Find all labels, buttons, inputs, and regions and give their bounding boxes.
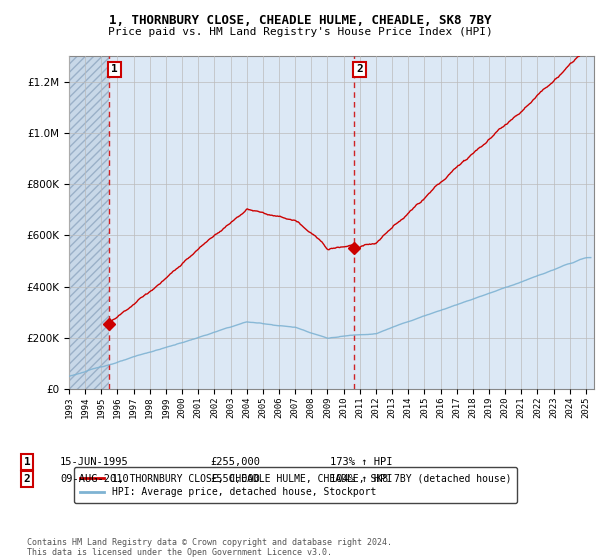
Text: 1: 1 (111, 64, 118, 74)
Text: 15-JUN-1995: 15-JUN-1995 (60, 457, 129, 467)
Text: 104% ↑ HPI: 104% ↑ HPI (330, 474, 392, 484)
Text: 2: 2 (356, 64, 363, 74)
Text: 2: 2 (23, 474, 31, 484)
Text: 1: 1 (23, 457, 31, 467)
Text: 173% ↑ HPI: 173% ↑ HPI (330, 457, 392, 467)
Text: £550,000: £550,000 (210, 474, 260, 484)
Text: 1, THORNBURY CLOSE, CHEADLE HULME, CHEADLE, SK8 7BY: 1, THORNBURY CLOSE, CHEADLE HULME, CHEAD… (109, 14, 491, 27)
Text: Price paid vs. HM Land Registry's House Price Index (HPI): Price paid vs. HM Land Registry's House … (107, 27, 493, 37)
Legend: 1, THORNBURY CLOSE, CHEADLE HULME, CHEADLE, SK8 7BY (detached house), HPI: Avera: 1, THORNBURY CLOSE, CHEADLE HULME, CHEAD… (74, 468, 517, 503)
Text: 09-AUG-2010: 09-AUG-2010 (60, 474, 129, 484)
Text: £255,000: £255,000 (210, 457, 260, 467)
Text: Contains HM Land Registry data © Crown copyright and database right 2024.
This d: Contains HM Land Registry data © Crown c… (27, 538, 392, 557)
